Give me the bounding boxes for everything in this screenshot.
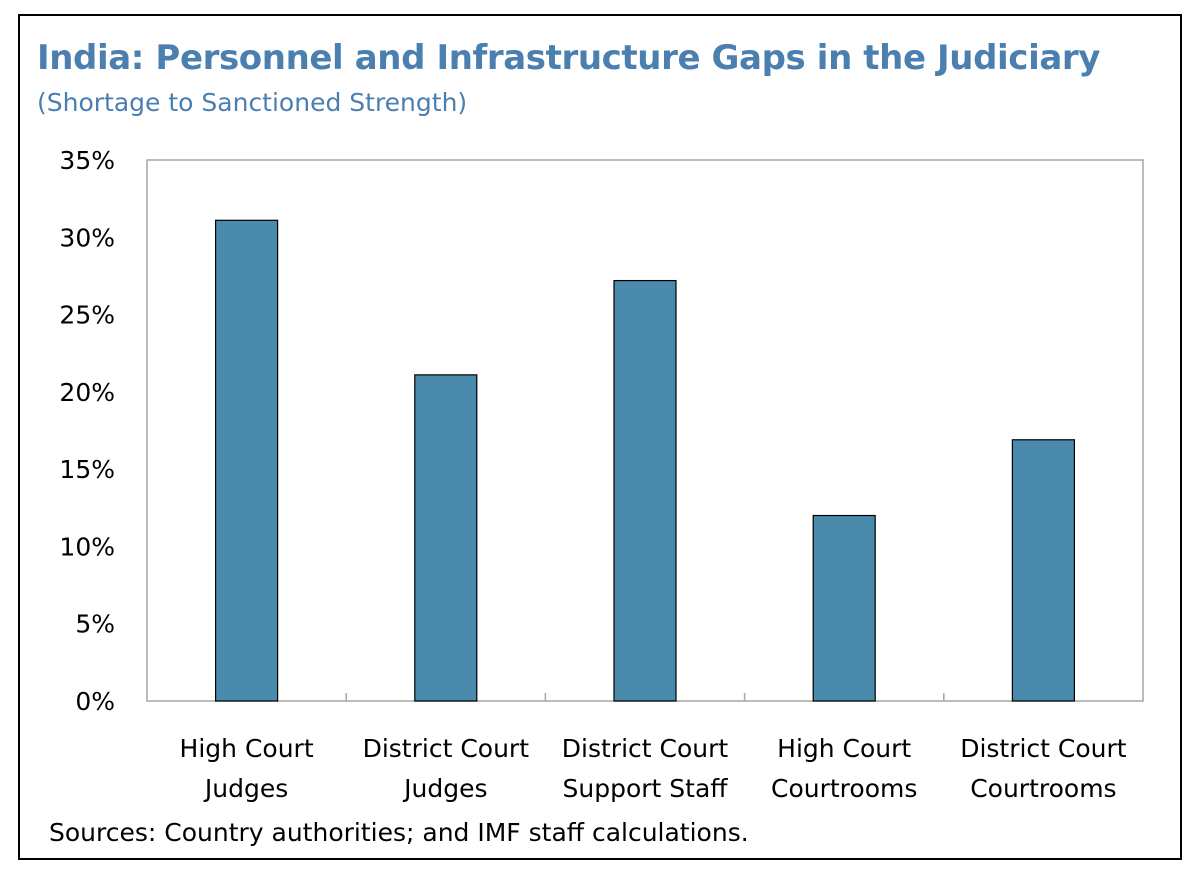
- bars: [215, 219, 1076, 702]
- chart-subtitle: (Shortage to Sanctioned Strength): [37, 88, 468, 117]
- x-axis-labels: High Court Judges District Court Judges Dist…: [180, 734, 1127, 803]
- y-tick-label: 20%: [59, 378, 115, 407]
- chart-frame: [18, 14, 1182, 860]
- y-tick-label: 15%: [59, 455, 115, 484]
- bar: [613, 279, 677, 702]
- x-tick-label: Judges: [402, 774, 487, 803]
- source-note: Sources: Country authorities; and IMF st…: [49, 818, 749, 847]
- x-tick-label: Judges: [203, 774, 288, 803]
- bar: [812, 514, 876, 702]
- y-tick-label: 10%: [59, 532, 115, 561]
- y-tick-label: 0%: [75, 687, 115, 716]
- bar: [414, 374, 478, 702]
- x-tick-label: Support Staff: [563, 774, 729, 803]
- y-tick-label: 35%: [59, 146, 115, 175]
- x-tick-label: District Court: [562, 734, 729, 763]
- y-tick-label: 5%: [75, 610, 115, 639]
- x-tick-label: High Court: [777, 734, 911, 763]
- x-tick-label: Courtrooms: [970, 774, 1116, 803]
- x-tick-label: District Court: [363, 734, 530, 763]
- bar: [215, 219, 279, 702]
- x-tick-label: Courtrooms: [771, 774, 917, 803]
- y-axis: 0% 5% 10% 15% 20% 25% 30% 35%: [59, 146, 115, 716]
- x-axis-ticks: [345, 693, 945, 701]
- y-tick-label: 25%: [59, 301, 115, 330]
- x-tick-label: High Court: [180, 734, 314, 763]
- x-tick-label: District Court: [960, 734, 1127, 763]
- chart-title: India: Personnel and Infrastructure Gaps…: [37, 38, 1100, 78]
- y-tick-label: 30%: [59, 223, 115, 252]
- bar: [1011, 439, 1076, 702]
